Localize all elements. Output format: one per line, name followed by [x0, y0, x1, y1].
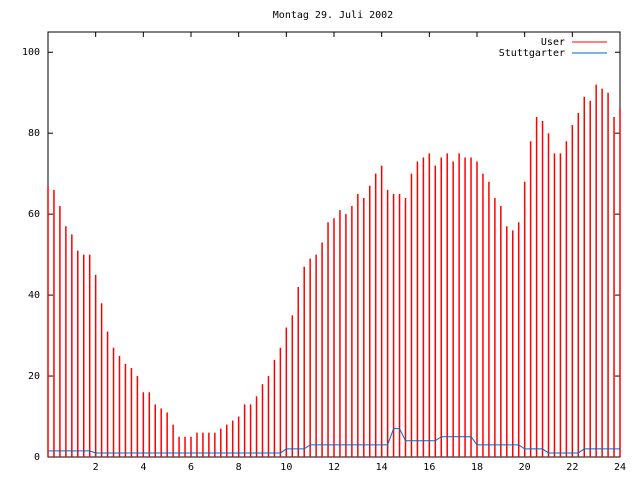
y-tick-label: 20 — [28, 371, 40, 382]
x-tick-label: 10 — [280, 462, 292, 473]
y-tick-label: 40 — [28, 290, 40, 301]
y-tick-label: 0 — [34, 452, 40, 463]
legend-label: User — [541, 37, 565, 48]
x-tick-label: 18 — [471, 462, 483, 473]
x-tick-label: 24 — [614, 462, 626, 473]
y-tick-label: 100 — [22, 47, 40, 58]
x-tick-label: 20 — [519, 462, 531, 473]
legend-label: Stuttgarter — [499, 48, 565, 59]
x-tick-label: 4 — [140, 462, 146, 473]
y-tick-label: 80 — [28, 128, 40, 139]
x-tick-label: 16 — [423, 462, 435, 473]
y-tick-label: 60 — [28, 209, 40, 220]
x-tick-label: 12 — [328, 462, 340, 473]
x-tick-label: 14 — [376, 462, 388, 473]
x-tick-label: 22 — [566, 462, 578, 473]
x-tick-label: 8 — [236, 462, 242, 473]
chart-title: Montag 29. Juli 2002 — [273, 10, 393, 21]
x-tick-label: 6 — [188, 462, 194, 473]
series-line — [48, 428, 620, 454]
x-tick-label: 2 — [93, 462, 99, 473]
